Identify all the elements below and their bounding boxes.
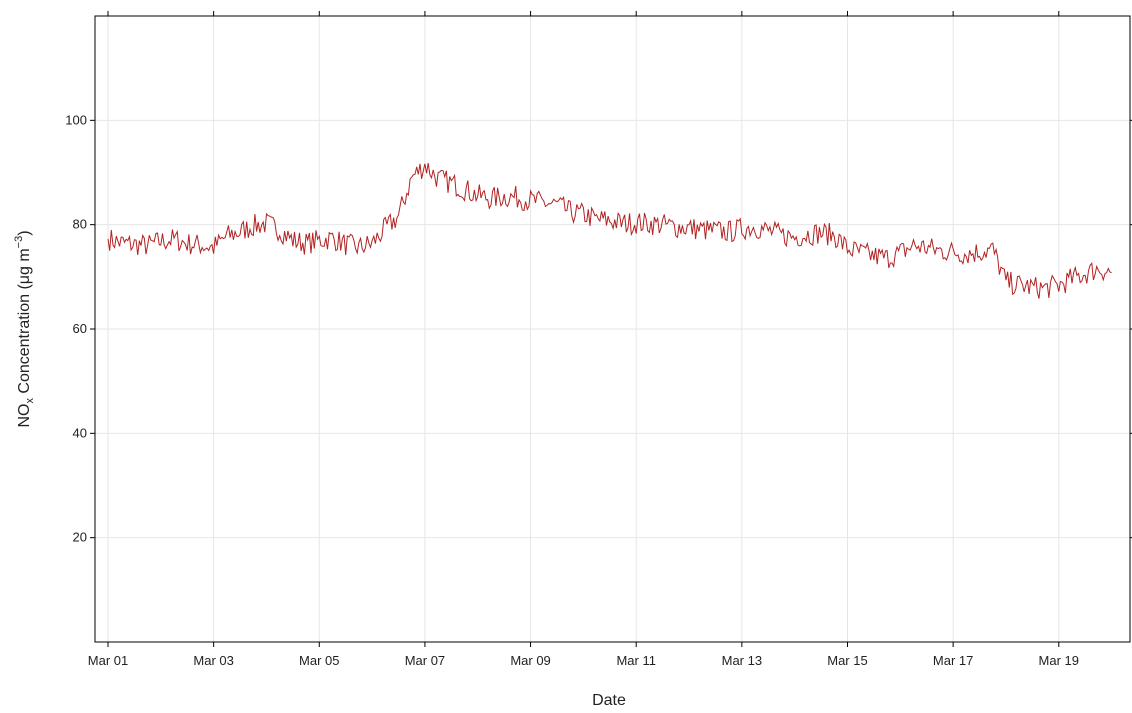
- y-axis-title-suffix: ): [16, 230, 33, 235]
- x-tick-label: Mar 13: [722, 653, 762, 668]
- y-tick-label: 40: [73, 425, 87, 440]
- x-tick-label: Mar 11: [616, 653, 656, 668]
- y-axis-title: NOx Concentration (μg m−3): [13, 230, 36, 427]
- series-line-layer: [107, 163, 1112, 299]
- y-tick-label: 100: [65, 112, 87, 127]
- y-axis-title-middle: Concentration (: [16, 284, 33, 399]
- y-tick-label: 60: [73, 321, 87, 336]
- grid-lines: [95, 16, 1130, 642]
- x-axis-title: Date: [592, 692, 626, 709]
- x-tick-label: Mar 01: [88, 653, 128, 668]
- x-tick-label: Mar 05: [299, 653, 339, 668]
- x-tick-label: Mar 15: [827, 653, 867, 668]
- x-tick-label: Mar 19: [1039, 653, 1079, 668]
- y-axis-title-unit: μg m: [16, 248, 33, 284]
- x-tick-label: Mar 03: [193, 653, 233, 668]
- y-tick-label: 80: [73, 217, 87, 232]
- series-line: [107, 163, 1112, 299]
- y-axis-title-prefix: NO: [16, 404, 33, 428]
- axis-ticks: [90, 11, 1132, 647]
- y-axis-title-superscript: −3: [13, 236, 25, 249]
- x-tick-label: Mar 07: [405, 653, 445, 668]
- x-tick-label: Mar 09: [510, 653, 550, 668]
- y-axis-title-subscript: x: [24, 398, 36, 404]
- x-tick-label: Mar 17: [933, 653, 973, 668]
- y-tick-label: 20: [73, 530, 87, 545]
